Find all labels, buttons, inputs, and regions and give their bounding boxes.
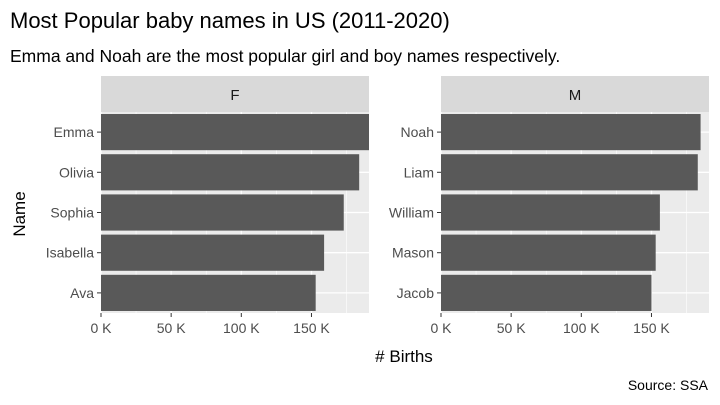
category-label: Isabella xyxy=(46,245,94,261)
x-tick-label: 150 K xyxy=(633,320,670,336)
chart-title: Most Popular baby names in US (2011-2020… xyxy=(10,8,450,33)
bar-liam xyxy=(441,154,698,191)
x-tick-label: 50 K xyxy=(157,320,186,336)
bar-ava xyxy=(101,274,316,311)
bar-mason xyxy=(441,234,656,271)
bar-william xyxy=(441,194,660,231)
x-tick-label: 0 K xyxy=(430,320,452,336)
category-label: Jacob xyxy=(397,285,435,301)
x-tick-label: 100 K xyxy=(223,320,260,336)
category-label: Noah xyxy=(401,124,434,140)
chart-caption: Source: SSA xyxy=(628,377,709,393)
category-label: Mason xyxy=(392,245,434,261)
facet-strip-label: F xyxy=(230,87,239,104)
facet-strip-label: M xyxy=(569,87,582,104)
x-tick-label: 0 K xyxy=(90,320,112,336)
x-tick-label: 100 K xyxy=(563,320,600,336)
bar-olivia xyxy=(101,154,360,191)
bar-emma xyxy=(101,114,369,151)
category-label: Sophia xyxy=(50,205,94,221)
x-tick-label: 150 K xyxy=(293,320,330,336)
bar-jacob xyxy=(441,274,652,311)
chart-subtitle: Emma and Noah are the most popular girl … xyxy=(10,46,560,66)
x-axis-title: # Births xyxy=(375,347,433,366)
category-label: Emma xyxy=(54,124,95,140)
facet-f: F Emma Olivia Sophia Isabella Ava 0 K 50 K 100 K… xyxy=(46,76,369,336)
facet-panels: F Emma Olivia Sophia Isabella Ava 0 K 50 K 100 K… xyxy=(46,76,709,336)
category-label: Liam xyxy=(404,164,434,180)
bar-noah xyxy=(441,114,701,151)
facet-strip xyxy=(441,76,709,112)
category-label: William xyxy=(389,205,434,221)
category-label: Olivia xyxy=(59,164,94,180)
facet-m: M Noah Liam William Mason Jacob 0 K 50 K 100 K 15… xyxy=(389,76,709,336)
facet-strip xyxy=(101,76,369,112)
y-axis-title: Name xyxy=(10,191,29,236)
x-tick-label: 50 K xyxy=(497,320,526,336)
bar-isabella xyxy=(101,234,325,271)
bar-sophia xyxy=(101,194,344,231)
category-label: Ava xyxy=(70,285,94,301)
